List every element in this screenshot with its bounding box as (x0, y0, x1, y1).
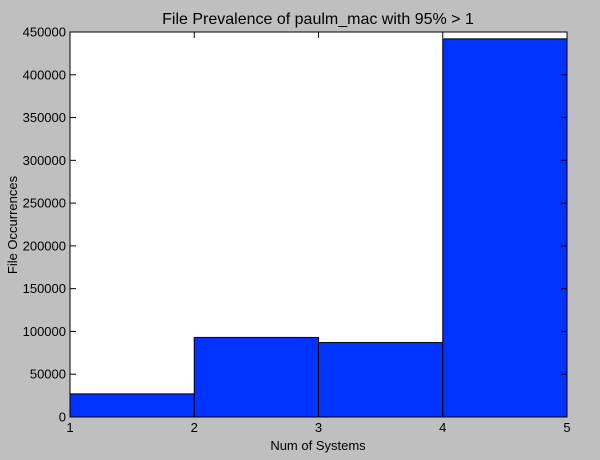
bar-bin-4 (442, 38, 568, 418)
bar-bin-2 (193, 336, 319, 418)
x-tick-label: 1 (66, 420, 73, 435)
y-tick-label: 0 (59, 410, 66, 425)
y-tick-label: 300000 (23, 153, 66, 168)
bar-bin-1 (69, 393, 195, 418)
y-tick-label: 450000 (23, 25, 66, 40)
bars-group (69, 38, 568, 418)
x-tick-label: 5 (563, 420, 570, 435)
x-tick-label: 4 (439, 420, 446, 435)
x-axis-ticks: 1 2 3 4 5 (66, 32, 571, 435)
x-tick-label: 3 (315, 420, 322, 435)
y-tick-label: 250000 (23, 196, 66, 211)
y-tick-label: 400000 (23, 67, 66, 82)
bar-bin-3 (318, 342, 444, 418)
chart-title: File Prevalence of paulm_mac with 95% > … (162, 11, 474, 28)
x-tick-label: 2 (191, 420, 198, 435)
x-axis-label: Num of Systems (270, 438, 366, 453)
y-tick-label: 50000 (30, 367, 66, 382)
y-tick-label: 350000 (23, 110, 66, 125)
y-tick-label: 200000 (23, 238, 66, 253)
y-axis-label: File Occurrences (5, 175, 20, 274)
y-tick-label: 150000 (23, 281, 66, 296)
y-axis-ticks: 0 50000 100000 150000 200000 250000 300000 3500… (23, 25, 567, 425)
y-tick-label: 100000 (23, 324, 66, 339)
